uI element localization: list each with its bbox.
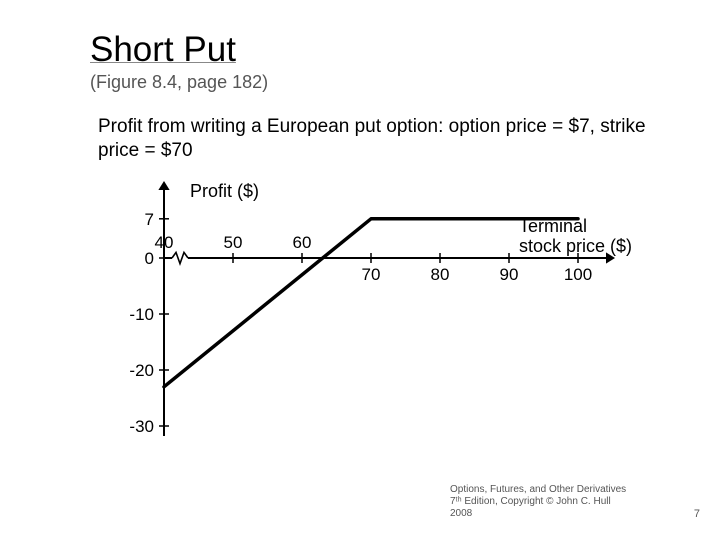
svg-text:-30: -30	[129, 417, 154, 436]
figure-ref: (Figure 8.4, page 182)	[90, 72, 660, 93]
svg-text:0: 0	[145, 249, 154, 268]
svg-text:-10: -10	[129, 305, 154, 324]
svg-text:90: 90	[500, 265, 519, 284]
footer-line2: 7ᵗʰ Edition, Copyright © John C. Hull	[450, 496, 650, 508]
footer-citation: Options, Futures, and Other Derivatives …	[450, 484, 650, 520]
footer-line3: 2008	[450, 508, 650, 520]
description: Profit from writing a European put optio…	[98, 115, 660, 163]
page-title: Short Put	[90, 30, 660, 70]
svg-text:Profit ($): Profit ($)	[190, 181, 259, 201]
svg-text:80: 80	[431, 265, 450, 284]
svg-text:7: 7	[145, 209, 154, 228]
svg-text:50: 50	[224, 233, 243, 252]
page-number: 7	[694, 508, 700, 520]
svg-text:-20: -20	[129, 361, 154, 380]
svg-text:100: 100	[564, 265, 592, 284]
footer-line1: Options, Futures, and Other Derivatives	[450, 484, 650, 496]
svg-text:stock price ($): stock price ($)	[519, 236, 632, 256]
svg-text:40: 40	[155, 233, 174, 252]
svg-text:60: 60	[293, 233, 312, 252]
payoff-chart: 70-10-20-30405060708090100Profit ($)Term…	[100, 173, 640, 443]
svg-text:70: 70	[362, 265, 381, 284]
